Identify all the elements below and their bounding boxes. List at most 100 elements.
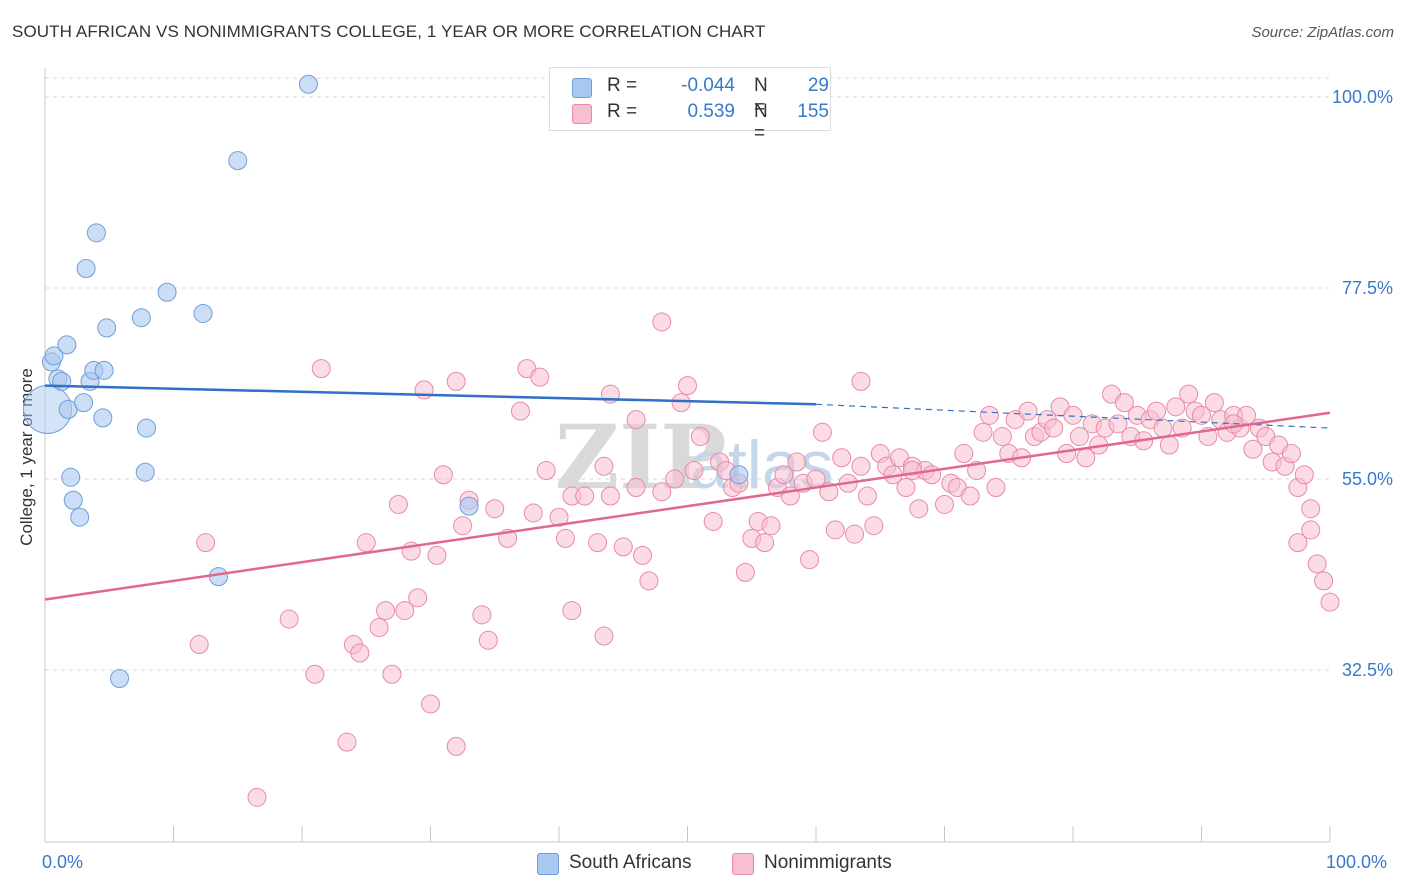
y-tick-label: 100.0%: [1332, 87, 1393, 107]
axes: [44, 68, 1331, 843]
nonimmigrant-point: [896, 477, 916, 497]
nonimmigrant-point: [594, 626, 614, 646]
nonimmigrant-point: [633, 545, 653, 565]
nonimmigrant-point: [935, 494, 954, 514]
nonimmigrant-point: [1108, 414, 1128, 434]
nonimmigrant-point: [1288, 533, 1308, 553]
nonimmigrant-point: [523, 503, 543, 523]
nonimmigrant-point: [986, 477, 1006, 497]
chart-title: SOUTH AFRICAN VS NONIMMIGRANTS COLLEGE, …: [12, 22, 766, 41]
legend-r-value: 0.539: [687, 101, 735, 122]
south-african-point: [208, 567, 228, 587]
trend-lines: [44, 384, 1331, 601]
south-africans-points: [23, 74, 749, 688]
nonimmigrant-point: [671, 393, 691, 413]
south-african-point: [459, 496, 479, 516]
nonimmigrant-point: [774, 465, 794, 485]
nonimmigrant-point: [472, 605, 492, 625]
nonimmigrants-trend-line: [44, 411, 1331, 601]
y-tick-labels: 100.0% 77.5% 55.0% 32.5%: [1332, 87, 1393, 680]
nonimmigrant-point: [1114, 393, 1134, 413]
legend-n-value: 29: [807, 75, 829, 96]
nonimmigrant-point: [787, 452, 807, 472]
south-african-point: [137, 418, 157, 438]
nonimmigrant-point: [305, 664, 325, 684]
nonimmigrant-point: [433, 465, 453, 485]
legend-n-label: N =: [754, 101, 768, 144]
bottom-legend-label: South Africans: [569, 852, 692, 873]
nonimmigrant-point: [311, 359, 331, 379]
south-african-point: [228, 151, 248, 171]
nonimmigrant-point: [337, 732, 357, 752]
south-african-point: [729, 465, 749, 485]
nonimmigrant-point: [1314, 571, 1334, 591]
nonimmigrant-point: [376, 601, 396, 621]
nonimmigrant-point: [755, 533, 775, 553]
nonimmigrant-point: [1294, 465, 1314, 485]
south-african-point: [74, 393, 94, 413]
nonimmigrant-point: [652, 312, 672, 332]
nonimmigrant-point: [1044, 418, 1064, 438]
nonimmigrant-point: [421, 694, 440, 714]
nonimmigrant-point: [851, 371, 871, 391]
nonimmigrant-point: [549, 507, 569, 527]
nonimmigrant-point: [196, 533, 216, 553]
nonimmigrant-point: [453, 516, 473, 536]
nonimmigrant-point: [594, 456, 614, 476]
nonimmigrant-point: [575, 486, 595, 506]
nonimmigrant-point: [761, 516, 781, 536]
nonimmigrant-point: [864, 516, 884, 536]
nonimmigrant-point: [973, 422, 993, 442]
nonimmigrant-point: [825, 520, 845, 540]
nonimmigrant-point: [1159, 435, 1179, 455]
nonimmigrant-point: [356, 533, 376, 553]
nonimmigrant-point: [1063, 405, 1083, 425]
nonimmigrant-point: [690, 427, 710, 447]
y-tick-label: 55.0%: [1342, 469, 1393, 489]
nonimmigrant-point: [536, 461, 556, 481]
nonimmigrant-point: [369, 618, 389, 638]
south-african-point: [193, 303, 213, 323]
south-african-point: [298, 74, 318, 94]
south-african-point: [135, 462, 155, 482]
south-african-point: [70, 507, 90, 527]
legend-swatch-blue: [572, 78, 592, 98]
bottom-legend-swatch-blue: [537, 853, 559, 875]
nonimmigrant-point: [954, 444, 974, 464]
nonimmigrant-point: [510, 401, 530, 421]
nonimmigrant-point: [247, 787, 267, 807]
nonimmigrant-point: [909, 499, 929, 519]
nonimmigrant-point: [1057, 444, 1077, 464]
nonimmigrant-point: [960, 486, 980, 506]
nonimmigrant-point: [555, 528, 575, 548]
south-african-point: [63, 490, 83, 510]
south-african-point: [157, 282, 177, 302]
nonimmigrant-point: [1018, 401, 1038, 421]
nonimmigrant-point: [446, 371, 466, 391]
nonimmigrant-point: [1301, 520, 1321, 540]
nonimmigrant-point: [1307, 554, 1327, 574]
nonimmigrant-point: [1166, 397, 1186, 417]
bottom-legend-swatch-pink: [732, 853, 754, 875]
nonimmigrant-point: [1192, 405, 1211, 425]
south-african-point: [93, 408, 113, 428]
nonimmigrant-point: [1301, 499, 1321, 519]
nonimmigrant-point: [562, 601, 582, 621]
south-african-point: [57, 335, 77, 355]
nonimmigrant-point: [845, 524, 865, 544]
nonimmigrant-point: [735, 562, 755, 582]
nonimmigrant-point: [1153, 418, 1173, 438]
south-african-point: [97, 318, 117, 338]
nonimmigrant-point: [922, 465, 942, 485]
south-african-point: [61, 467, 81, 487]
south-africans-trend-line: [44, 384, 817, 406]
south-african-point: [76, 258, 96, 278]
nonimmigrant-point: [1069, 427, 1089, 447]
south-african-point: [44, 346, 64, 366]
x-tick-label-min: 0.0%: [42, 852, 84, 872]
south-african-point: [86, 223, 106, 243]
nonimmigrant-point: [857, 486, 877, 506]
nonimmigrants-points: [189, 312, 1340, 807]
source-label: Source: ZipAtlas.com: [1251, 24, 1394, 41]
nonimmigrant-point: [684, 461, 704, 481]
